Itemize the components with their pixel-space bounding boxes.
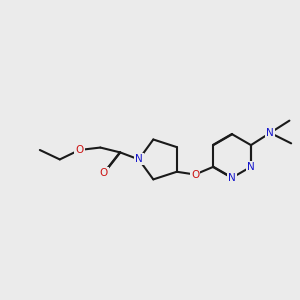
Text: N: N xyxy=(247,162,255,172)
Text: O: O xyxy=(191,169,199,179)
Text: O: O xyxy=(100,168,108,178)
Text: N: N xyxy=(135,154,143,164)
Text: N: N xyxy=(266,128,274,138)
Text: N: N xyxy=(228,172,236,183)
Text: O: O xyxy=(75,145,83,155)
